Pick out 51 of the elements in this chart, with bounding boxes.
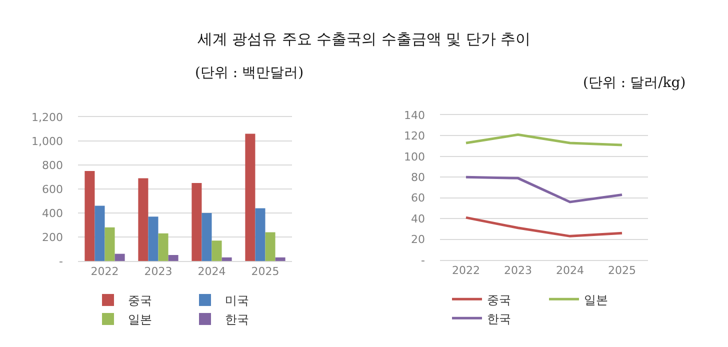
- y-tick-label: 1,200: [32, 110, 63, 124]
- x-tick-label: 2022: [90, 265, 119, 278]
- y-tick-label: 600: [42, 182, 63, 196]
- y-tick-label: 100: [404, 150, 425, 164]
- x-tick-label: 2024: [198, 265, 226, 278]
- y-tick-label: 20: [411, 233, 425, 246]
- line-series: [464, 176, 624, 204]
- y-tick-label: 200: [42, 230, 63, 244]
- legend-label: 일본: [128, 312, 152, 327]
- text: 세계 광섬유 주요 수출국의 수출금액 및 단가 추이: [196, 30, 532, 49]
- chart-subtitle: (단위 : 달러/kg): [583, 74, 686, 92]
- legend-label: 한국: [225, 312, 249, 327]
- y-tick-label: 800: [42, 158, 63, 172]
- y-tick-label: -: [421, 254, 426, 267]
- y-tick-label: 1,000: [32, 134, 63, 148]
- bar: [138, 178, 148, 261]
- legend-label: 한국: [487, 312, 511, 326]
- bar: [84, 171, 95, 261]
- bar: [104, 227, 115, 261]
- y-tick-label: 60: [411, 192, 425, 205]
- y-tick-label: 40: [411, 212, 425, 226]
- bar: [212, 240, 222, 261]
- x-tick-label: 2025: [251, 265, 280, 278]
- y-tick-label: 120: [404, 130, 425, 143]
- line-series: [464, 216, 624, 238]
- x-tick-label: 2024: [556, 264, 584, 278]
- legend-label: 일본: [584, 292, 608, 307]
- y-tick-label: 140: [404, 108, 425, 122]
- y-tick-label: -: [59, 254, 64, 268]
- bar: [275, 257, 286, 261]
- x-tick-label: 2023: [144, 265, 172, 278]
- bar: [265, 232, 276, 261]
- y-tick-label: 400: [42, 206, 63, 220]
- legend-label: 미국: [225, 294, 249, 308]
- bar: [222, 257, 232, 261]
- bar: [158, 233, 168, 261]
- chart-subtitle: (단위 : 백만달러): [195, 64, 304, 82]
- bar: [168, 255, 178, 261]
- bar: [114, 254, 125, 261]
- x-tick-label: 2022: [452, 264, 480, 278]
- bar: [255, 208, 266, 261]
- bar: [148, 216, 158, 261]
- bar: [245, 134, 256, 261]
- y-tick-label: 80: [411, 170, 425, 184]
- x-tick-label: 2025: [608, 264, 636, 278]
- x-tick-label: 2023: [504, 264, 532, 278]
- legend-label: 중국: [128, 294, 152, 308]
- bar: [94, 206, 105, 261]
- bar: [202, 213, 212, 261]
- bar: [192, 183, 202, 261]
- legend-label: 중국: [487, 292, 511, 307]
